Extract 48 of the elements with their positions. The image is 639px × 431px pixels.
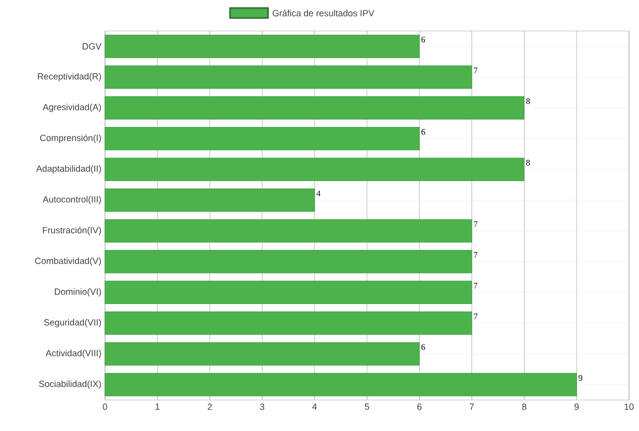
y-tick-label: Sociabilidad(IX) (39, 380, 101, 389)
y-tick-label: Dominio(VI) (54, 288, 101, 297)
y-tick-label: Autocontrol(III) (42, 196, 101, 204)
x-tick-label: 3 (260, 404, 264, 410)
x-tick-label: 5 (364, 404, 370, 410)
bar (104, 188, 315, 212)
data-label: 6 (421, 129, 426, 135)
bar (104, 250, 472, 274)
y-tick-label: Combatividad(V) (35, 257, 101, 266)
bar (104, 158, 525, 182)
bar (104, 280, 472, 304)
bar (104, 372, 577, 396)
data-label: 7 (474, 314, 478, 320)
data-label: 7 (474, 282, 478, 288)
y-tick-label: Actividad(VIII) (46, 350, 101, 358)
x-tick-label: 2 (208, 404, 212, 410)
y-tick-label: Frustración(IV) (42, 226, 101, 236)
data-label: 7 (474, 68, 478, 74)
y-tick-label: Adaptabilidad(II) (36, 165, 101, 174)
bar (104, 65, 472, 89)
y-tick-label: Seguridad(VII) (44, 318, 101, 328)
x-tick-label: 7 (470, 404, 474, 410)
x-tick-label: 10 (624, 404, 634, 410)
data-label: 8 (526, 160, 530, 166)
bar (104, 126, 420, 150)
data-label: 7 (474, 221, 478, 227)
bar (104, 219, 472, 243)
y-tick-label: Receptividad(R) (38, 72, 101, 82)
bar (104, 311, 472, 335)
x-tick-label: 4 (312, 404, 317, 410)
data-label: 8 (526, 98, 530, 104)
x-tick-label: 6 (417, 404, 422, 410)
x-tick-label: 1 (156, 404, 160, 410)
data-label: 9 (578, 375, 582, 381)
x-tick-label: 0 (102, 404, 108, 410)
data-label: 7 (474, 252, 478, 258)
y-tick-label: Agresividad(A) (42, 104, 101, 112)
x-tick-label: 8 (522, 404, 526, 410)
data-label: 6 (421, 36, 426, 42)
text: Gráfica de resultados IPV (272, 10, 374, 16)
bar (104, 96, 525, 120)
data-label: 6 (421, 344, 426, 350)
bar (104, 342, 420, 366)
bar (104, 34, 420, 58)
y-tick-label: Comprensión(I) (40, 134, 101, 143)
y-tick-label: DGV (82, 43, 102, 50)
x-tick-label: 9 (574, 404, 579, 410)
data-label: 4 (316, 190, 320, 196)
